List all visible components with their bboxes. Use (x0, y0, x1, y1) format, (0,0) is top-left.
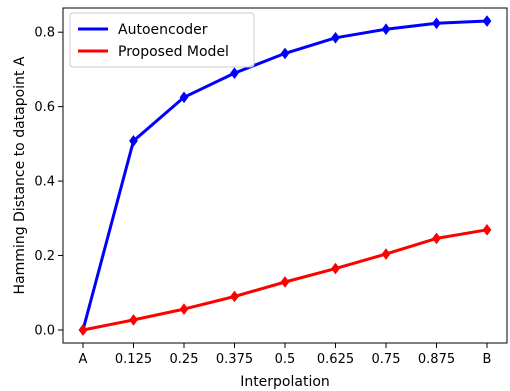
data-point (231, 291, 239, 301)
data-point (231, 68, 239, 78)
data-point (180, 304, 188, 314)
legend: Autoencoder Proposed Model (70, 13, 254, 67)
y-tick-label: 0.2 (34, 249, 55, 264)
data-point (433, 18, 441, 28)
y-tick-label: 0.6 (34, 100, 55, 115)
x-tick-label: 0.375 (216, 352, 253, 367)
y-axis-label: Hamming Distance to datapoint A (12, 56, 28, 294)
y-tick-label: 0.4 (34, 175, 55, 190)
data-point (483, 225, 491, 235)
data-point (382, 24, 390, 34)
x-tick-label: B (483, 352, 492, 367)
legend-entry-label: Autoencoder (118, 22, 208, 38)
y-tick-label: 0.0 (34, 323, 55, 338)
data-point (382, 249, 390, 259)
x-tick-label: 0.75 (372, 352, 401, 367)
x-tick-label: 0.875 (418, 352, 455, 367)
data-point (79, 325, 87, 335)
x-tick-label: A (79, 352, 88, 367)
data-point (281, 48, 289, 58)
data-point (130, 315, 138, 325)
y-axis: 0.0 0.2 0.4 0.6 0.8 (34, 26, 63, 339)
x-tick-label: 0.125 (115, 352, 152, 367)
data-point (332, 33, 340, 43)
x-tick-label: 0.625 (317, 352, 354, 367)
data-point (332, 264, 340, 274)
x-tick-label: 0.5 (275, 352, 296, 367)
y-tick-label: 0.8 (34, 26, 55, 41)
x-tick-label: 0.25 (170, 352, 199, 367)
x-axis-label: Interpolation (240, 374, 330, 390)
x-axis: A 0.125 0.25 0.375 0.5 0.625 0.75 0.875 B (79, 343, 492, 367)
legend-entry-label: Proposed Model (118, 44, 229, 60)
data-point (281, 277, 289, 287)
data-point (433, 233, 441, 243)
data-point (483, 16, 491, 26)
